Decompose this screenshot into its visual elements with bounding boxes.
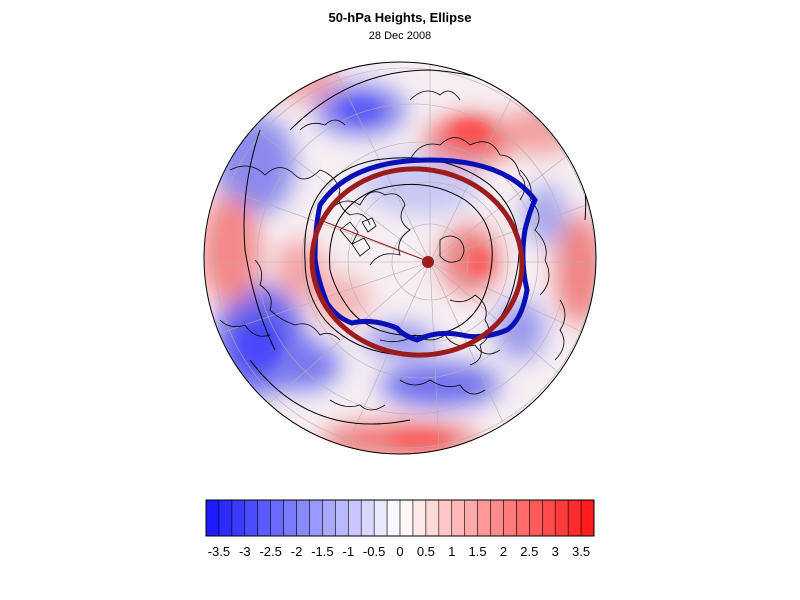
- colorbar-bin: [477, 499, 492, 537]
- anomaly-field: [204, 62, 596, 454]
- colorbar-bin: [399, 499, 414, 537]
- colorbar-tick-label: 2.5: [520, 544, 538, 559]
- colorbar-tick-label: -0.5: [363, 544, 385, 559]
- colorbar-bin: [529, 499, 543, 537]
- ellipse-center-marker: [422, 256, 434, 268]
- colorbar-bin: [270, 499, 285, 537]
- colorbar-bin: [580, 499, 595, 537]
- colorbar-bin: [244, 499, 259, 537]
- colorbar-bin: [464, 499, 479, 537]
- polar-map: [203, 61, 597, 455]
- colorbar-tick-label: -1: [342, 544, 354, 559]
- colorbar-bin: [218, 499, 233, 537]
- colorbar-bin: [554, 499, 569, 537]
- colorbar-bin: [451, 499, 466, 537]
- colorbar-bin: [205, 499, 220, 537]
- fitted-ellipse: [309, 166, 525, 358]
- colorbar-bin: [541, 499, 556, 537]
- globe-outline: [203, 61, 597, 455]
- ellipse-major-axis: [319, 219, 431, 263]
- colorbar-tick-label: -2: [291, 544, 303, 559]
- colorbar-tick-label: -3.5: [208, 544, 230, 559]
- colorbar-tick-label: 0.5: [417, 544, 435, 559]
- colorbar-tick-label: -3: [239, 544, 251, 559]
- colorbar-bin: [373, 499, 388, 537]
- colorbar-bin: [412, 499, 427, 537]
- colorbar-bin: [309, 499, 323, 537]
- colorbar-bin: [503, 499, 517, 537]
- colorbar-bin: [386, 499, 401, 537]
- colorbar-tick-label: 2: [500, 544, 507, 559]
- colorbar-bin: [567, 499, 582, 537]
- colorbar-bin: [516, 499, 530, 537]
- colorbar-tick-label: 1.5: [469, 544, 487, 559]
- colorbar-bin: [283, 499, 298, 537]
- colorbar-bin: [438, 499, 453, 537]
- map-date: 28 Dec 2008: [368, 30, 432, 42]
- colorbar-tick-label: -1.5: [311, 544, 333, 559]
- colorbar-bin: [322, 499, 336, 537]
- colorbar-tick-label: 3.5: [572, 544, 590, 559]
- colorbar-bin: [360, 499, 375, 537]
- colorbar-bin: [490, 499, 504, 537]
- vortex-edge-contour: [312, 157, 538, 343]
- colorbar-bin: [257, 499, 272, 537]
- colorbar-bin: [335, 499, 349, 537]
- colorbar-bin: [296, 499, 310, 537]
- colorbar-tick-label: 3: [552, 544, 559, 559]
- colorbar-tick-label: 0: [396, 544, 403, 559]
- colorbar-bin: [425, 499, 440, 537]
- colorbar-bin: [347, 499, 362, 537]
- colorbar-tick-label: -2.5: [259, 544, 281, 559]
- colorbar-tick-label: 1: [448, 544, 455, 559]
- map-title: 50-hPa Heights, Ellipse: [328, 10, 472, 25]
- colorbar-bin: [231, 499, 246, 537]
